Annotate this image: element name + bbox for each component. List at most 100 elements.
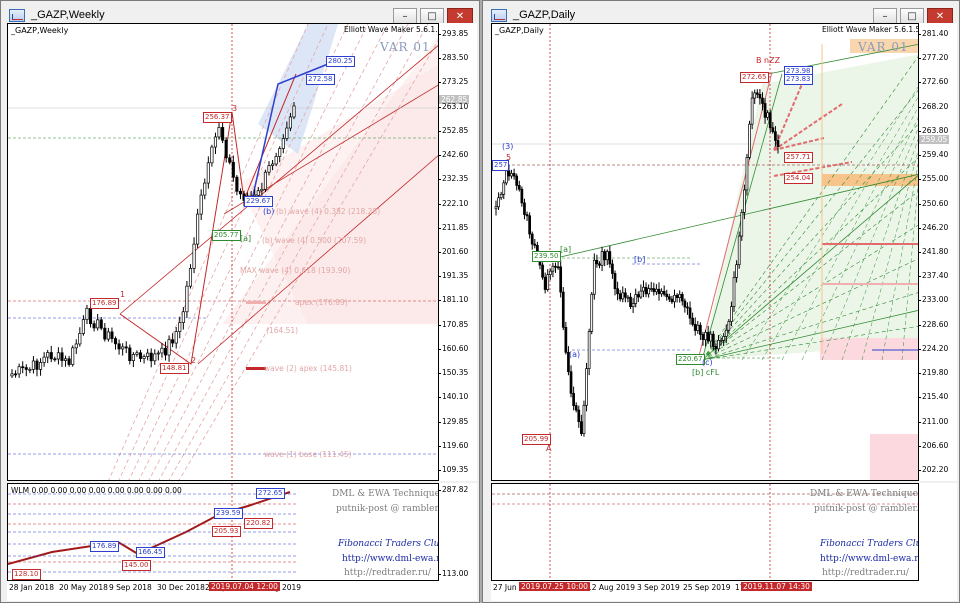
candle-body <box>178 322 182 332</box>
maximize-button[interactable]: □ <box>900 8 924 24</box>
candle-body <box>206 162 210 184</box>
candle-body <box>722 336 726 341</box>
candle-body <box>528 215 531 235</box>
fib-fan-line <box>158 24 409 480</box>
candle-body <box>288 116 292 129</box>
candle-body <box>706 332 710 342</box>
daily-sub-axis[interactable] <box>919 483 957 581</box>
price-label: 272.65 <box>740 72 769 83</box>
daily-variant-label: VAR 01 <box>858 40 909 54</box>
y-tick: 119.60 <box>439 440 469 450</box>
close-button[interactable]: ✕ <box>927 8 953 24</box>
candle-body <box>142 356 146 359</box>
channel-line <box>197 155 438 365</box>
candle-body <box>556 266 560 269</box>
y-tick: 109.35 <box>439 465 469 474</box>
candle-body <box>603 251 607 261</box>
y-tick: 287.82 <box>439 485 469 494</box>
daily-price-axis[interactable]: 259.05 281.40 277.20 272.60 268.20 263.80 259… <box>919 23 957 481</box>
candle-body <box>92 323 96 329</box>
candle-body <box>103 327 107 340</box>
fib-fan-line <box>701 157 918 361</box>
candle-body <box>688 307 692 319</box>
daily-subwindow[interactable]: DML & EWA Technique putnik-post @ ramble… <box>491 483 919 581</box>
candle-body <box>766 112 770 118</box>
weekly-price-axis[interactable]: 262.85 293.85 283.50 273.25 263.10 252.85 242… <box>439 23 477 481</box>
candle-body <box>110 331 114 339</box>
candle-body <box>616 288 619 295</box>
url-link[interactable]: http://www.dml-ewa.ru <box>820 554 919 564</box>
y-tick: 202.20 <box>919 465 949 474</box>
y-tick: 263.80 <box>919 125 949 135</box>
candle-body <box>699 324 702 335</box>
price-label: 257 <box>492 160 510 171</box>
candle-body <box>292 105 296 118</box>
url-link[interactable]: http://redtrader.ru/ <box>344 568 431 578</box>
y-tick: 272.60 <box>919 77 949 87</box>
fib-level-label: apex (176.89) <box>295 298 348 307</box>
candle-body <box>17 366 21 375</box>
target-zone <box>820 338 918 360</box>
wave-path <box>697 71 773 361</box>
price-label: 257.71 <box>784 152 813 163</box>
wave-label: [b] cFL <box>692 368 720 377</box>
candle-body <box>758 93 762 99</box>
daily-time-axis[interactable]: 17 25 Sep 2019 3 Sep 2019 12 Aug 2019 27 Jun… <box>491 581 957 601</box>
candle-body <box>582 404 586 434</box>
y-tick: 211.00 <box>919 416 949 426</box>
channel-line <box>701 175 918 361</box>
candle-body <box>146 352 150 357</box>
candle-body <box>611 263 614 274</box>
candle-body <box>510 173 513 177</box>
weekly-price-plot[interactable]: _GAZP,Weekly Elliott Wave Maker 5.6.1.5 … <box>7 23 439 481</box>
candle-body <box>174 331 178 344</box>
y-tick: 263.10 <box>439 101 469 111</box>
candle-body <box>46 352 50 358</box>
y-tick: 113.00 <box>439 569 469 578</box>
candle-body <box>652 288 656 293</box>
candle-body <box>221 127 225 141</box>
candle-body <box>577 409 581 423</box>
daily-price-plot[interactable]: _GAZP,Daily Elliott Wave Maker 5.6.1.5 V… <box>491 23 919 481</box>
fib-fan-line <box>138 24 369 480</box>
candle-body <box>662 290 666 295</box>
candle-body <box>278 148 282 157</box>
candle-body <box>525 214 529 217</box>
candle-body <box>188 268 193 287</box>
target-zone <box>822 174 918 186</box>
url-link[interactable]: http://www.dml-ewa.ru <box>342 554 439 564</box>
price-label: 272.58 <box>306 74 335 85</box>
url-link[interactable]: http://redtrader.ru/ <box>822 568 909 578</box>
candle-body <box>106 331 110 340</box>
target-zone <box>870 434 918 480</box>
daily-chart-window[interactable]: _GAZP,Daily – □ ✕ _GAZP,Daily Elliott Wa… <box>482 0 960 603</box>
minimize-icon: – <box>882 10 888 22</box>
candle-body <box>730 306 733 322</box>
wlm-label: 176.89 <box>90 541 119 552</box>
weekly-chart-window[interactable]: _GAZP,Weekly – □ ✕ _GAZP,Weekly Elliott … <box>0 0 480 603</box>
daily-price-svg <box>492 24 918 480</box>
price-label: 176.89 <box>90 298 119 309</box>
fib-fan-line <box>861 150 918 361</box>
candle-body <box>39 362 43 370</box>
candle-body <box>63 358 68 361</box>
fib-level-label: (b) wave (4) 0.382 (218.28) <box>276 207 381 216</box>
minimize-button[interactable]: – <box>393 8 417 24</box>
candle-body <box>613 273 617 290</box>
candle-body <box>235 176 239 192</box>
candle-body <box>185 285 189 313</box>
candle-body <box>546 274 550 290</box>
weekly-wlm-subwindow[interactable]: WLM 0.00 0.00 0.00 0.00 0.00 0.00 0.00 0… <box>7 483 439 581</box>
minimize-button[interactable]: – <box>873 8 897 24</box>
candle-body <box>737 235 741 266</box>
fib-fan-line <box>701 326 918 361</box>
close-button[interactable]: ✕ <box>447 8 473 24</box>
maximize-button[interactable]: □ <box>420 8 444 24</box>
wlm-axis[interactable]: 287.82 113.00 <box>439 483 477 581</box>
candle-body <box>203 182 207 196</box>
candle-body <box>153 353 157 362</box>
candle-body <box>675 294 679 299</box>
candle-body <box>644 286 648 295</box>
candle-body <box>701 334 705 341</box>
